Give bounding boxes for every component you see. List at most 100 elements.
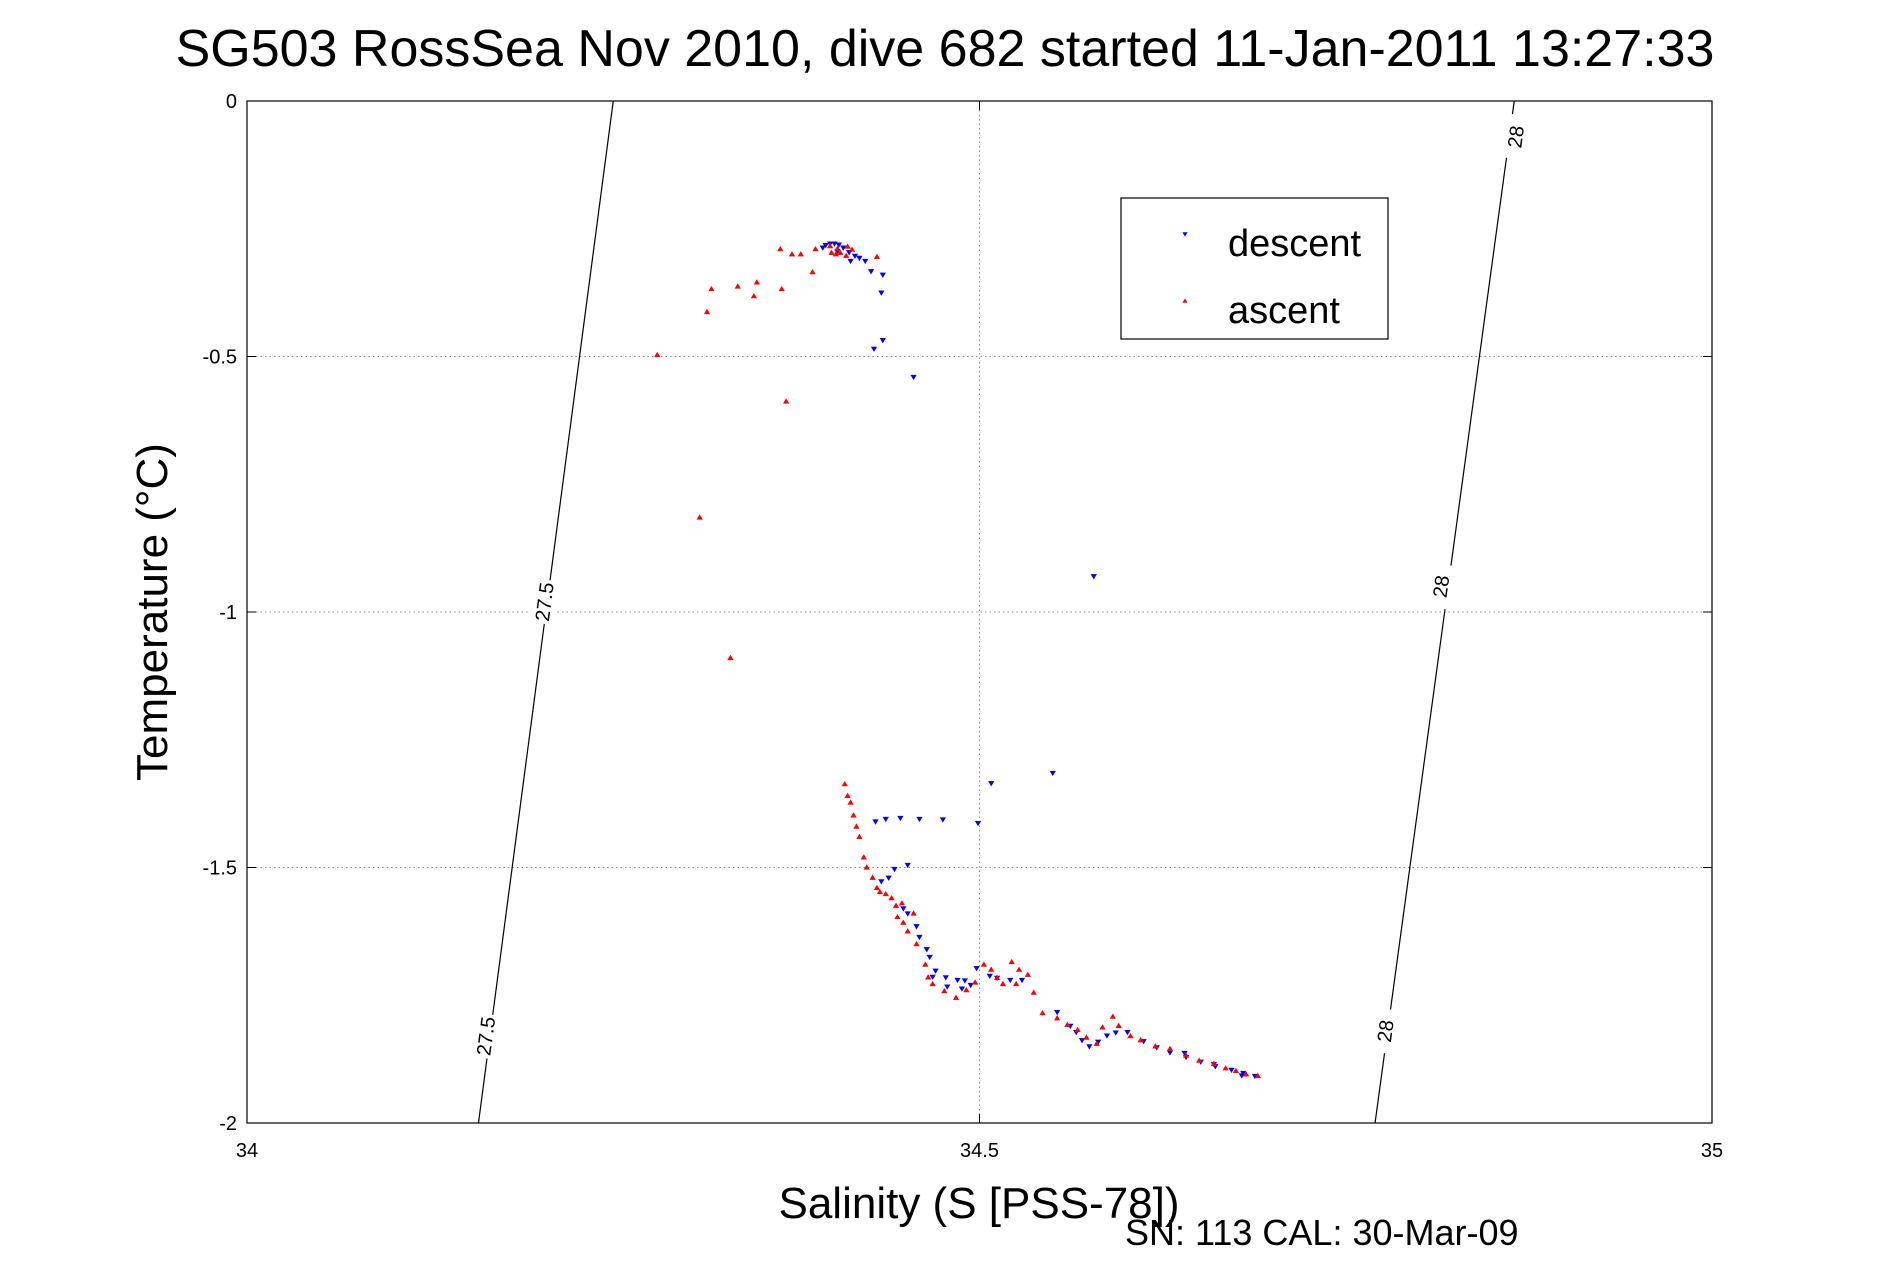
legend-marker-descent: [1182, 232, 1188, 237]
descent-point: [831, 241, 838, 247]
axis-ticks: 34 34.5 35 0 -0.5 -1 -1.5 -2: [203, 91, 1724, 1162]
descent-point: [1238, 1073, 1245, 1079]
ascent-point: [863, 864, 870, 870]
ascent-point: [1127, 1032, 1134, 1039]
ascent-point: [898, 900, 905, 906]
contour-label-backdrop: [528, 578, 561, 626]
descent-point: [1090, 574, 1097, 580]
ascent-point: [1182, 1052, 1190, 1058]
descent-point: [986, 973, 993, 980]
x-axis-title: Salinity (S [PSS-78]): [778, 1179, 1179, 1228]
descent-point: [967, 982, 974, 989]
descent-point: [819, 245, 826, 251]
density-contours: 27.5 27.5 28 28 28: [470, 100, 1532, 1124]
ascent-point: [782, 398, 790, 404]
ascent-point: [750, 293, 758, 299]
ascent-point: [841, 781, 848, 787]
contour-label-backdrop: [1499, 113, 1532, 161]
ascent-point: [1013, 980, 1020, 987]
ascent-point: [1015, 966, 1023, 972]
ascent-point: [980, 961, 988, 967]
ascent-point: [848, 246, 856, 252]
descent-point: [973, 966, 980, 972]
descent-point: [1112, 1030, 1119, 1036]
contour-label: 28: [1504, 124, 1529, 149]
ascent-point: [888, 894, 895, 901]
ascent-point: [925, 974, 932, 980]
descent-point: [958, 986, 966, 992]
descent-point: [904, 911, 911, 917]
ascent-point: [869, 874, 876, 880]
ascent-point: [843, 252, 850, 258]
legend-marker-ascent: [1182, 298, 1188, 303]
ascent-point: [922, 961, 929, 967]
descent-point: [878, 879, 885, 885]
contour-label: 27.5: [532, 581, 559, 622]
ascent-point: [1008, 958, 1015, 965]
ascent-point: [1083, 1034, 1090, 1040]
descent-point: [870, 346, 878, 353]
descent-point: [897, 815, 904, 822]
descent-point: [929, 974, 936, 981]
ascent-point: [1109, 1013, 1116, 1019]
descent-point: [988, 781, 995, 787]
descent-point: [879, 338, 886, 344]
descent-point: [847, 258, 854, 265]
descent-point: [932, 968, 939, 974]
legend-label-descent: descent: [1228, 223, 1362, 265]
descent-point: [916, 934, 923, 941]
legend-label-ascent: ascent: [1228, 290, 1340, 332]
ascent-point: [844, 243, 851, 249]
ascent-point: [900, 919, 907, 925]
ascent-point: [894, 913, 901, 920]
contour-label-backdrop: [1369, 1007, 1402, 1055]
ascent-point: [809, 268, 816, 275]
ascent-point: [1152, 1043, 1159, 1049]
y-tick-label: -2: [219, 1113, 237, 1135]
descent-point: [913, 924, 920, 930]
ascent-point: [993, 974, 1001, 980]
ascent-point: [847, 799, 854, 805]
x-tick-label: 34: [236, 1140, 258, 1162]
grid-layer: [247, 101, 1712, 1123]
descent-point: [1007, 977, 1014, 984]
ascent-point: [876, 888, 884, 895]
ascent-point: [826, 242, 834, 249]
ascent-point: [873, 253, 881, 259]
ascent-point: [988, 966, 995, 972]
descent-point: [1086, 1044, 1093, 1050]
ascent-point: [703, 308, 711, 315]
ascent-point: [753, 279, 760, 285]
ascent-point: [696, 514, 703, 520]
descent-point: [835, 242, 842, 248]
x-tick-label: 34.5: [960, 1140, 999, 1162]
contour-label: 28: [1374, 1019, 1399, 1044]
ascent-point: [734, 283, 741, 289]
descent-point: [900, 906, 907, 912]
ascent-point: [1054, 1015, 1061, 1021]
contour-label-backdrop: [470, 1012, 502, 1060]
descent-point: [916, 816, 923, 823]
descent-point: [878, 290, 885, 296]
data-points: [654, 241, 1261, 1080]
y-axis-title: Temperature (°C): [128, 443, 177, 781]
ascent-point: [777, 246, 784, 252]
ascent-point: [952, 994, 960, 1000]
descent-point: [840, 245, 847, 251]
ascent-point: [853, 823, 860, 829]
descent-point: [879, 272, 886, 278]
descent-point: [1124, 1029, 1131, 1036]
contour-label: 28: [1430, 574, 1455, 599]
ascent-point: [832, 251, 840, 257]
ascent-point: [778, 285, 785, 292]
descent-point: [1049, 770, 1056, 777]
ascent-point: [904, 928, 911, 934]
ascent-point: [1074, 1026, 1081, 1033]
descent-point: [872, 819, 879, 825]
descent-point: [974, 820, 982, 827]
ascent-point: [1024, 971, 1031, 977]
ascent-point: [1210, 1060, 1218, 1066]
descent-point: [862, 258, 869, 265]
